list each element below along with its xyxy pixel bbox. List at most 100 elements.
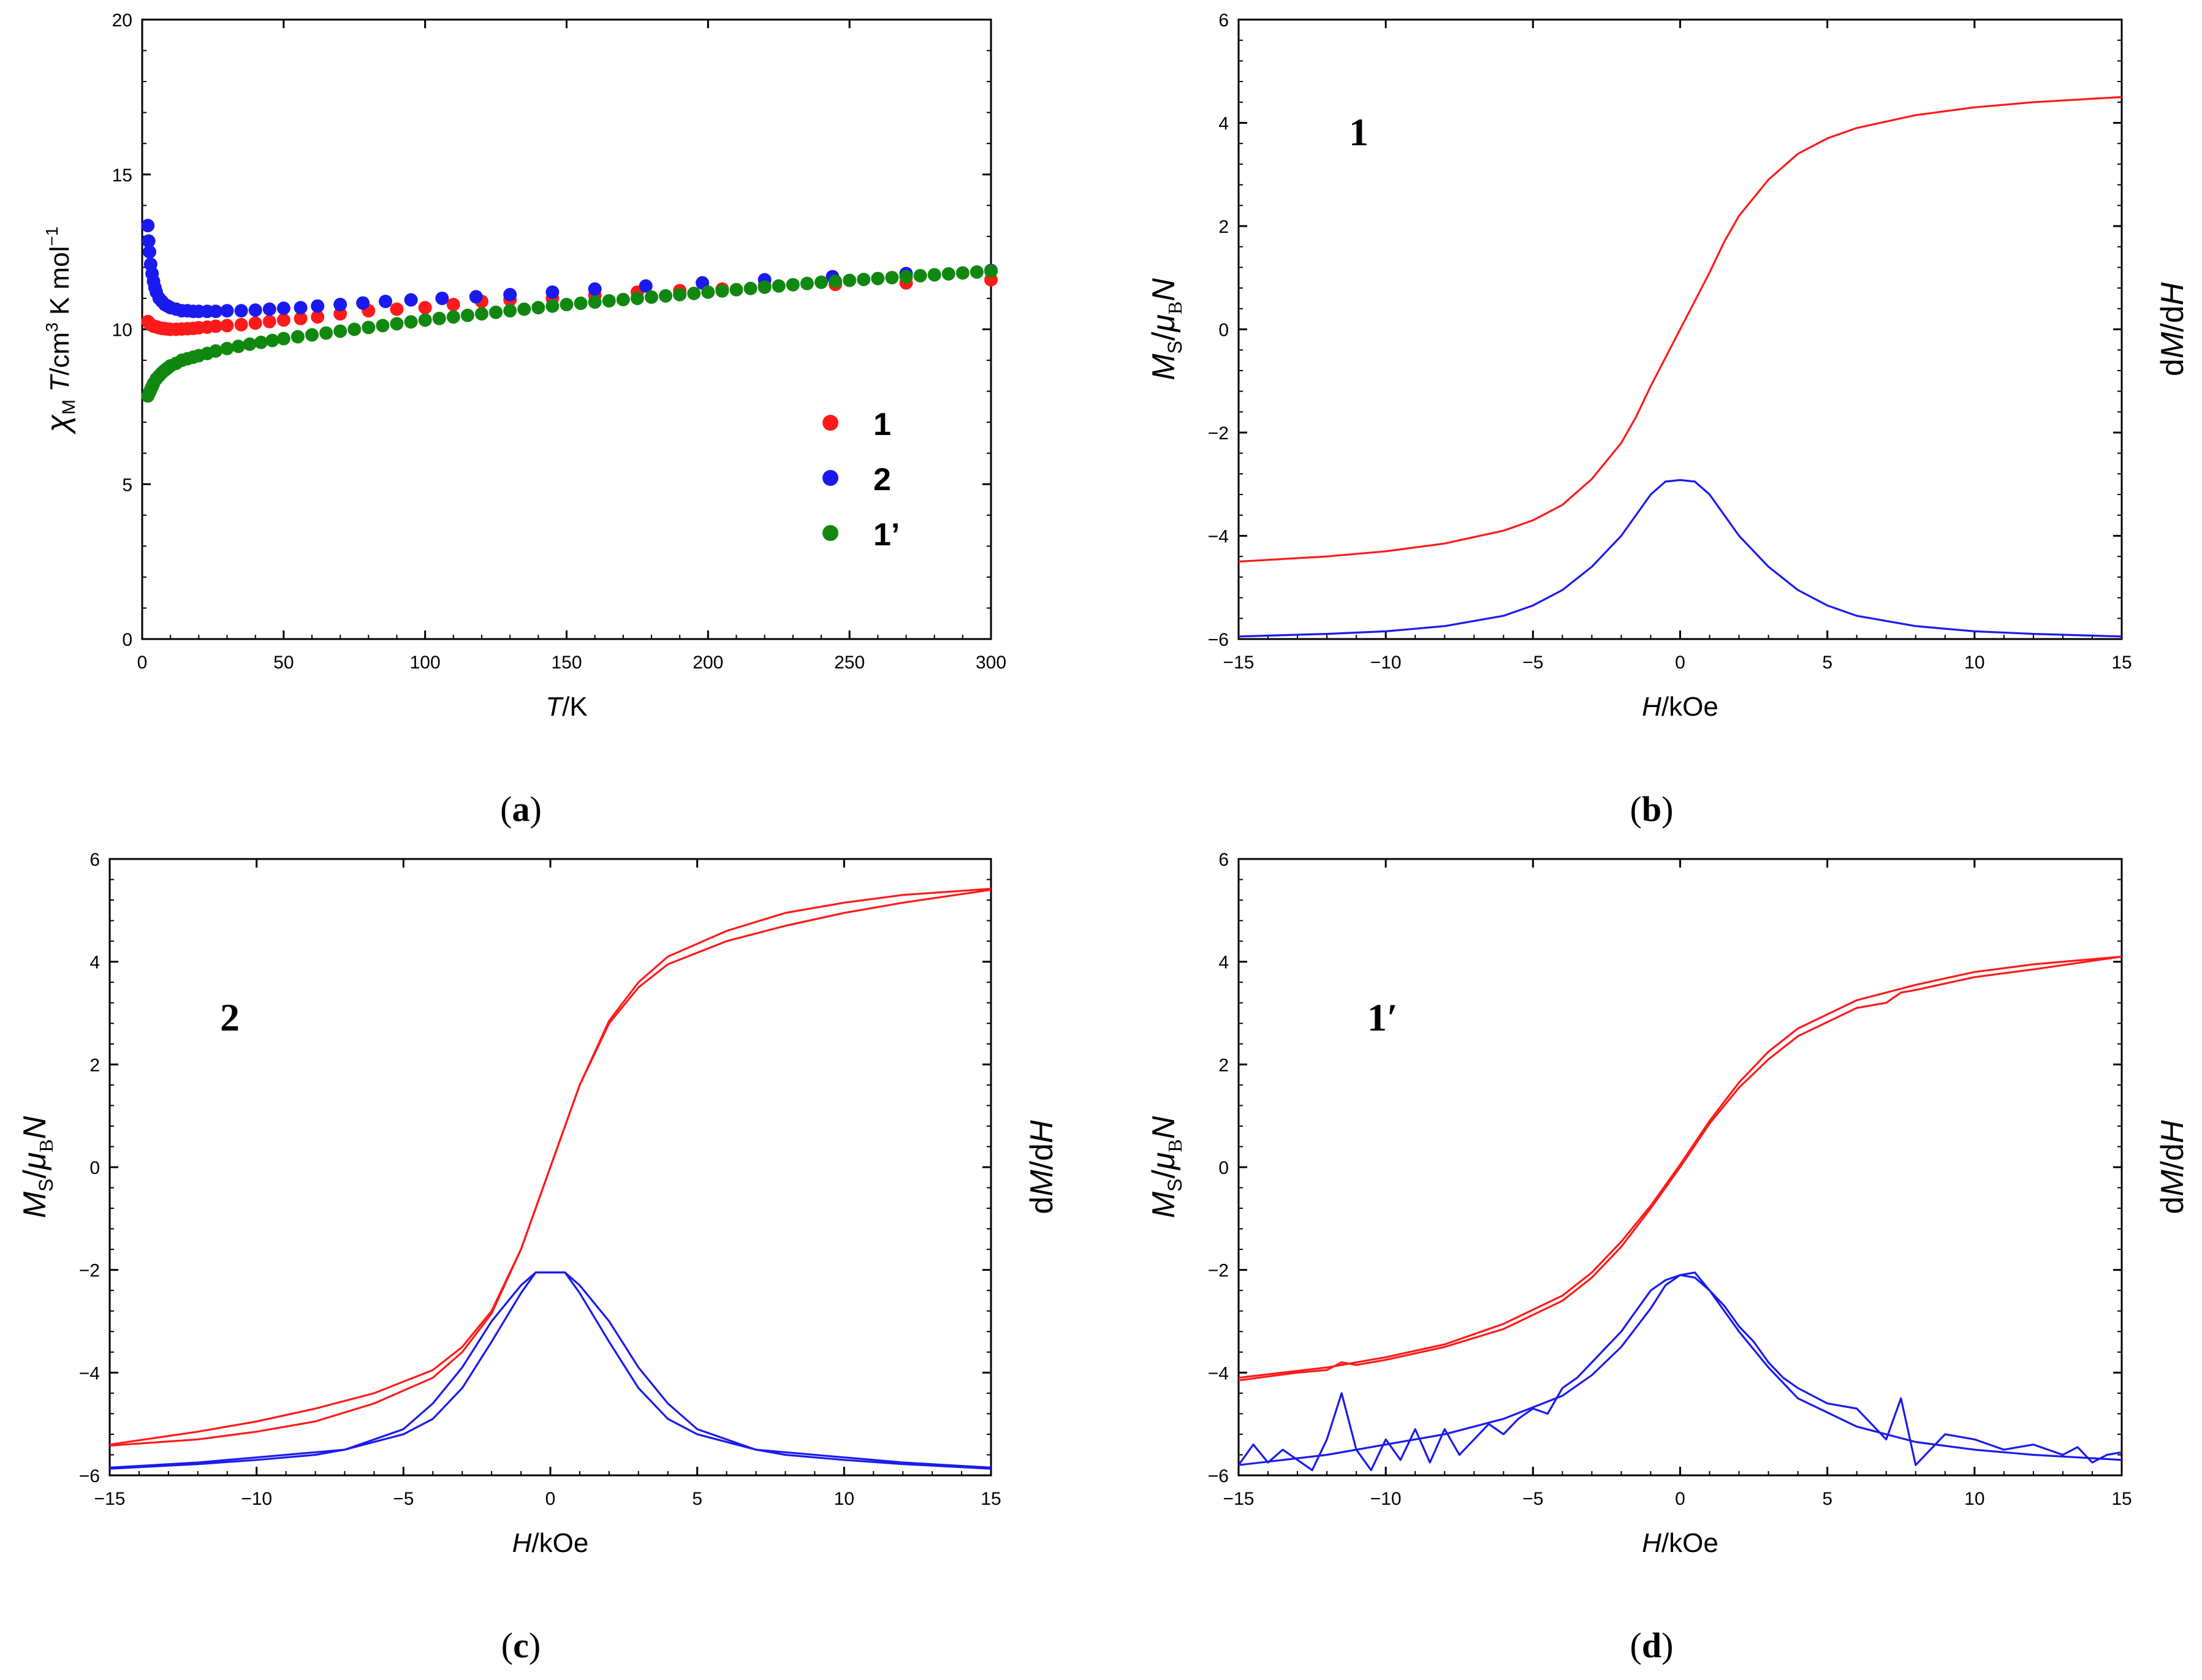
legend-marker [822,470,838,486]
data-point [265,333,279,347]
y2-axis-label: dM/dH [1024,1120,1060,1214]
data-point [503,287,517,301]
data-point [475,307,488,321]
legend-marker [822,525,838,541]
series-3 [141,264,998,403]
x-tick-label: −5 [393,1489,414,1509]
data-point [545,299,560,313]
x-tick-label: −15 [1223,653,1255,673]
data-point [362,320,376,335]
y-tick-label: −2 [79,1261,100,1281]
data-point [857,273,871,287]
data-point [757,280,772,294]
x-tick-label: 0 [1675,1489,1685,1509]
y-axis-label: MS/μBN [1146,1116,1186,1218]
data-point [333,324,347,338]
data-point [687,286,701,300]
compound-label: 1 [1349,110,1369,154]
data-point [843,273,857,287]
data-point [379,295,393,309]
y-tick-label: 6 [89,850,100,870]
y-tick-label: −6 [1208,630,1229,650]
data-point [254,335,268,349]
data-point [984,264,998,278]
data-point [143,245,157,259]
data-point [927,268,941,282]
data-point [460,308,474,322]
x-tick-label: 0 [1675,653,1685,673]
data-point [645,290,658,304]
data-point [469,290,483,304]
y-tick-label: 2 [1218,217,1229,237]
data-point [913,269,927,283]
data-point [701,285,715,299]
series-line-2 [110,888,991,1447]
x-tick-label: 15 [2111,653,2132,673]
data-point [418,313,432,327]
panel-caption: (a) [500,789,542,829]
x-tick-label: 150 [551,653,582,673]
data-point [248,316,262,330]
legend-marker [822,415,838,431]
data-point [220,341,234,355]
data-point [209,319,223,333]
legend-label: 2 [873,462,891,498]
y-axis-label: χM T/cm3 K mol−1 [40,227,79,435]
y-tick-label: −6 [79,1466,100,1486]
y-tick-label: 6 [1218,10,1229,31]
y2-axis-label: dM/dH [2155,282,2190,376]
x-tick-label: 5 [692,1489,702,1509]
panel-b-magnetization-plot: −15 −10 −5 0 5 10 15 −6 −4 −2 0 2 4 6 (b) H/kOe MS/μBN dM… [1146,10,2190,829]
data-point [356,296,370,310]
y-tick-label: 0 [89,1158,100,1178]
y-tick-label: 10 [112,320,132,341]
data-point [141,219,155,233]
data-point [220,304,234,318]
panel-c-magnetization-plot: −15 −10 −5 0 5 10 15 −6 −4 −2 0 2 4 6 (c) H/kOe MS/μBN dM… [17,850,1060,1665]
data-point [630,291,644,305]
y-tick-label: 0 [1218,1158,1229,1178]
data-point [220,319,234,333]
y2-axis-label: dM/dH [2155,1120,2190,1214]
data-point [404,293,418,307]
x-tick-label: −15 [1223,1489,1255,1509]
x-tick-label: −5 [1522,653,1543,673]
x-tick-label: 5 [1822,653,1832,673]
x-tick-label: 10 [834,1489,854,1509]
data-point [955,266,970,280]
data-point [800,276,814,290]
y-axis-label: MS/μBN [17,1116,57,1218]
y-axis-label: MS/μBN [1146,278,1186,380]
data-point [489,305,503,319]
y-tick-label: 15 [112,165,132,186]
series-line-4 [110,1271,991,1470]
y-tick-label: 4 [89,953,100,973]
data-point [333,298,347,312]
data-point [276,331,290,346]
data-point [531,301,545,315]
data-point [294,301,308,315]
y-tick-label: 4 [1218,114,1229,134]
y-tick-label: −2 [1208,1261,1229,1281]
data-point [347,322,362,336]
data-point [390,302,404,316]
data-point [545,285,560,299]
y-tick-label: −2 [1208,423,1229,444]
y-tick-label: −6 [1208,1466,1229,1486]
data-point [639,279,653,293]
x-tick-label: −15 [94,1489,126,1509]
series-line-3 [1239,1274,2122,1472]
data-point [899,270,913,284]
data-point [673,287,687,301]
panel-d-magnetization-plot: −15 −10 −5 0 5 10 15 −6 −4 −2 0 2 4 6 (d) H/kOe MS/μBN dM… [1146,850,2190,1665]
y-tick-label: 0 [1218,320,1229,341]
y-tick-label: 20 [112,10,132,31]
legend-label: 1 [873,407,891,442]
y-tick-label: −4 [79,1363,100,1383]
data-point [319,326,333,340]
x-tick-label: 0 [545,1489,556,1509]
series-line-2 [1239,479,2122,638]
y-tick-label: 2 [1218,1055,1229,1075]
data-point [446,298,460,312]
